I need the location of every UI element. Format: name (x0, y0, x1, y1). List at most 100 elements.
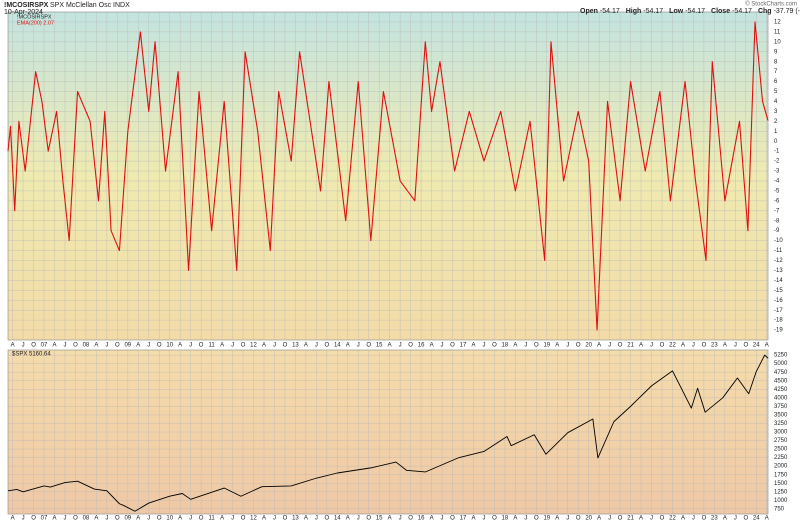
y-tick-label: -4 (774, 179, 780, 185)
x-tick-label: O (534, 343, 539, 349)
x-tick-label: 07 (41, 343, 48, 349)
quote-value: -54.17 (685, 8, 705, 15)
y-tick-label: -1 (774, 149, 780, 155)
x-tick-label: 13 (292, 516, 299, 522)
x-tick-label: O (73, 516, 78, 522)
x-tick-label: O (408, 516, 413, 522)
y-tick-label: -14 (774, 278, 783, 284)
x-tick-label: J (692, 516, 695, 522)
x-tick-label: 07 (41, 516, 48, 522)
x-tick-label: 18 (502, 343, 509, 349)
y-tick-label: 4250 (774, 387, 788, 393)
x-tick-label: O (199, 516, 204, 522)
x-tick-label: O (157, 516, 162, 522)
x-tick-label: J (692, 343, 695, 349)
quote-label: Close (711, 8, 730, 15)
x-tick-label: J (22, 343, 25, 349)
x-tick-label: 12 (250, 343, 257, 349)
x-tick-label: O (492, 516, 497, 522)
x-tick-label: A (471, 516, 475, 522)
quote-value: -37.79 (-230.71%) (774, 8, 800, 15)
x-tick-label: J (399, 343, 402, 349)
x-tick-label: O (157, 343, 162, 349)
y-tick-label: 10 (774, 39, 781, 45)
y-tick-label: 2 (774, 119, 778, 125)
x-tick-label: O (31, 516, 36, 522)
x-tick-label: O (115, 343, 120, 349)
y-tick-label: -3 (774, 169, 780, 175)
x-tick-label: J (734, 343, 737, 349)
y-tick-label: 5250 (774, 353, 788, 359)
x-tick-label: 23 (711, 343, 718, 349)
x-tick-label: A (513, 343, 517, 349)
x-tick-label: O (115, 516, 120, 522)
x-tick-label: J (231, 516, 234, 522)
x-tick-label: O (283, 516, 288, 522)
x-tick-label: 14 (334, 516, 341, 522)
y-tick-label: 1 (774, 129, 778, 135)
x-tick-label: 14 (334, 343, 341, 349)
x-tick-label: O (324, 343, 329, 349)
quote-label: Chg (758, 8, 772, 15)
x-tick-label: J (22, 516, 25, 522)
x-tick-label: O (702, 516, 707, 522)
y-tick-label: 4 (774, 99, 778, 105)
x-tick-label: O (324, 516, 329, 522)
x-tick-label: A (94, 343, 98, 349)
x-tick-label: O (241, 516, 246, 522)
x-tick-label: A (765, 343, 769, 349)
x-tick-label: O (618, 516, 623, 522)
x-tick-label: O (408, 343, 413, 349)
x-tick-label: 10 (166, 343, 173, 349)
x-tick-label: A (597, 343, 601, 349)
x-tick-label: A (765, 516, 769, 522)
x-tick-label: O (576, 516, 581, 522)
y-tick-label: 4500 (774, 378, 788, 384)
x-tick-label: A (262, 516, 266, 522)
x-tick-label: O (618, 343, 623, 349)
y-tick-label: 3500 (774, 412, 788, 418)
x-tick-label: A (304, 516, 308, 522)
x-tick-label: J (147, 343, 150, 349)
series-line (7, 354, 769, 512)
y-tick-label: 2000 (774, 464, 788, 470)
x-tick-label: 18 (502, 516, 509, 522)
x-tick-label: J (63, 516, 66, 522)
quote: Open -54.17 High -54.17 Low -54.17 Close -54.17… (580, 8, 800, 15)
x-tick-label: O (31, 343, 36, 349)
y-tick-label: 4750 (774, 370, 788, 376)
x-tick-label: A (136, 516, 140, 522)
y-tick-label: 2500 (774, 447, 788, 453)
x-tick-label: O (450, 516, 455, 522)
y-tick-label: -12 (774, 258, 783, 264)
panel-top (7, 11, 769, 341)
y-tick-label: -16 (774, 298, 783, 304)
x-tick-label: J (273, 516, 276, 522)
x-tick-label: 15 (376, 343, 383, 349)
x-tick-label: O (660, 343, 665, 349)
panel-title: $SPX 5160.64 (12, 352, 51, 358)
y-tick-label: 5000 (774, 361, 788, 367)
x-tick-label: A (304, 343, 308, 349)
y-tick-label: 9 (774, 49, 778, 55)
x-tick-label: 08 (83, 516, 90, 522)
x-tick-label: J (315, 343, 318, 349)
y-tick-label: 7 (774, 69, 778, 75)
x-tick-label: O (492, 343, 497, 349)
legend-entry: !MCOSIRSPX (17, 14, 52, 20)
x-tick-label: J (441, 343, 444, 349)
y-tick-label: -19 (774, 328, 783, 334)
x-tick-label: A (723, 516, 727, 522)
x-tick-label: A (94, 516, 98, 522)
x-tick-label: J (399, 516, 402, 522)
x-tick-label: A (11, 343, 15, 349)
x-tick-label: A (555, 343, 559, 349)
x-tick-label: A (136, 343, 140, 349)
x-tick-label: 11 (208, 516, 215, 522)
x-tick-label: A (262, 343, 266, 349)
x-tick-label: O (660, 516, 665, 522)
x-tick-label: A (346, 343, 350, 349)
x-tick-label: 24 (753, 343, 760, 349)
x-tick-label: A (723, 343, 727, 349)
